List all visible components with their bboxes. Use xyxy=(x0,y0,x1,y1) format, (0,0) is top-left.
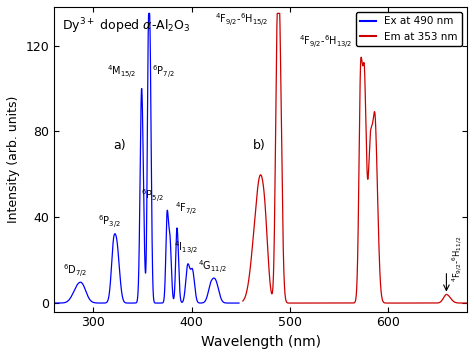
Text: $^6$P$_{7/2}$: $^6$P$_{7/2}$ xyxy=(153,63,175,80)
Text: $^6$P$_{3/2}$: $^6$P$_{3/2}$ xyxy=(98,213,120,230)
Text: $^4$F$_{9/2}$-$^6$H$_{11/2}$: $^4$F$_{9/2}$-$^6$H$_{11/2}$ xyxy=(450,235,465,282)
Text: $^4$F$_{9/2}$-$^6$H$_{13/2}$: $^4$F$_{9/2}$-$^6$H$_{13/2}$ xyxy=(299,33,352,50)
Legend: Ex at 490 nm, Em at 353 nm: Ex at 490 nm, Em at 353 nm xyxy=(356,12,462,46)
Text: $^4$F$_{9/2}$-$^6$H$_{15/2}$: $^4$F$_{9/2}$-$^6$H$_{15/2}$ xyxy=(215,11,268,28)
Text: b): b) xyxy=(253,138,265,152)
Text: a): a) xyxy=(113,138,126,152)
Y-axis label: Intensity (arb. units): Intensity (arb. units) xyxy=(7,96,20,223)
Text: $^4$F$_{7/2}$: $^4$F$_{7/2}$ xyxy=(175,200,198,217)
Text: $^6$D$_{7/2}$: $^6$D$_{7/2}$ xyxy=(63,263,87,279)
Text: $^4$G$_{11/2}$: $^4$G$_{11/2}$ xyxy=(198,258,227,275)
Text: $^4$M$_{15/2}$: $^4$M$_{15/2}$ xyxy=(107,63,137,80)
Text: $^6$P$_{5/2}$: $^6$P$_{5/2}$ xyxy=(141,188,163,204)
X-axis label: Wavelength (nm): Wavelength (nm) xyxy=(201,335,320,349)
Text: $^4$I$_{13/2}$: $^4$I$_{13/2}$ xyxy=(174,239,198,256)
Text: Dy$^{3+}$ doped $\alpha$-Al$_2$O$_3$: Dy$^{3+}$ doped $\alpha$-Al$_2$O$_3$ xyxy=(63,16,191,36)
